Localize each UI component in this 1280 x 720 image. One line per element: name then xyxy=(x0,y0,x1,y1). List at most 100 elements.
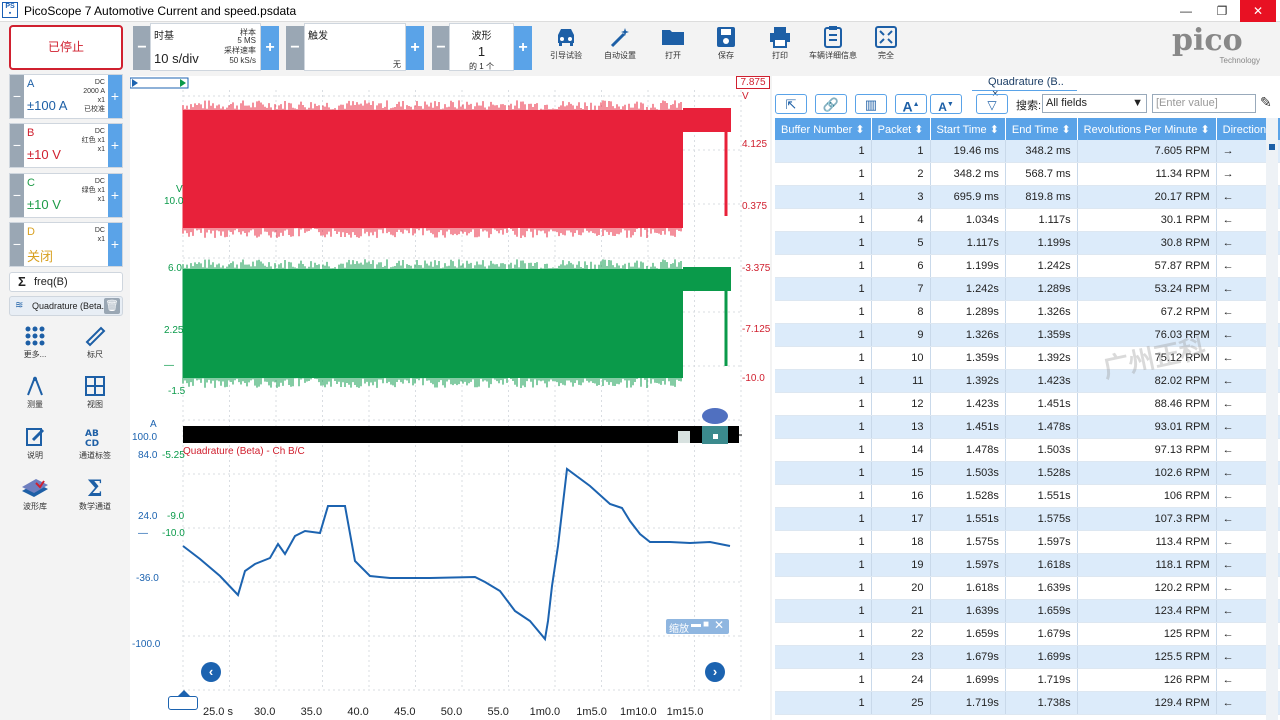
timebase-decrease-button[interactable]: − xyxy=(133,26,151,70)
table-cell: 25 xyxy=(871,691,931,715)
channel-c-card[interactable]: − C ±10 V DC 绿色 x1 x1 + xyxy=(9,173,123,218)
math-channels-button[interactable]: Σ 数学通道 xyxy=(66,476,124,512)
channel-labels-button[interactable]: AB CD 通道标签 xyxy=(66,426,124,461)
tab-quadrature[interactable]: Quadrature (B.. × xyxy=(972,76,1077,100)
table-row[interactable]: 1 6 1.199s 1.242s 57.87 RPM ← xyxy=(775,254,1280,278)
pen-icon[interactable]: ✎ xyxy=(1260,94,1272,110)
save-button[interactable]: 保存 xyxy=(696,26,756,61)
table-row[interactable]: 1 17 1.551s 1.575s 107.3 RPM ← xyxy=(775,507,1280,531)
table-row[interactable]: 1 8 1.289s 1.326s 67.2 RPM ← xyxy=(775,300,1280,324)
table-row[interactable]: 1 11 1.392s 1.423s 82.02 RPM ← xyxy=(775,369,1280,393)
ruler-button[interactable]: 标尺 xyxy=(66,325,124,360)
print-button[interactable]: 打印 xyxy=(750,26,810,61)
table-row[interactable]: 1 21 1.639s 1.659s 123.4 RPM ← xyxy=(775,599,1280,623)
table-row[interactable]: 1 24 1.699s 1.719s 126 RPM ← xyxy=(775,668,1280,692)
columns-icon[interactable]: ▥ xyxy=(855,94,887,114)
scrollbar-thumb[interactable] xyxy=(1269,144,1275,150)
table-row[interactable]: 1 3 695.9 ms 819.8 ms 20.17 RPM ← xyxy=(775,185,1280,209)
timeline-handle[interactable] xyxy=(168,696,198,710)
table-row[interactable]: 1 12 1.423s 1.451s 88.46 RPM ← xyxy=(775,392,1280,416)
table-cell: 14 xyxy=(871,438,931,462)
channel-b-increase[interactable]: + xyxy=(108,124,122,167)
table-row[interactable]: 1 20 1.618s 1.639s 120.2 RPM ← xyxy=(775,576,1280,600)
channel-c-increase[interactable]: + xyxy=(108,174,122,217)
measure-button[interactable]: 测量 xyxy=(6,375,64,410)
zoom-overlay[interactable]: 缩放 ▬ ■ ✕ xyxy=(666,618,729,635)
column-header[interactable]: Start Time ⬍ xyxy=(930,118,1006,140)
table-row[interactable]: 1 15 1.503s 1.528s 102.6 RPM ← xyxy=(775,461,1280,485)
table-row[interactable]: 1 16 1.528s 1.551s 106 RPM ← xyxy=(775,484,1280,508)
vehicle-details-button[interactable]: 车辆详细信息 xyxy=(803,26,863,61)
font-increase-icon[interactable]: A▲ xyxy=(895,94,927,115)
table-row[interactable]: 1 4 1.034s 1.117s 30.1 RPM ← xyxy=(775,208,1280,232)
table-row[interactable]: 1 14 1.478s 1.503s 97.13 RPM ← xyxy=(775,438,1280,462)
table-row[interactable]: 1 23 1.679s 1.699s 125.5 RPM ← xyxy=(775,645,1280,669)
waveform-library-button[interactable]: 波形库 xyxy=(6,477,64,512)
view-button[interactable]: 视图 xyxy=(66,375,124,410)
more-button[interactable]: 更多... xyxy=(6,325,64,360)
font-decrease-icon[interactable]: A▼ xyxy=(930,94,962,114)
zoom-restore-icon[interactable]: ■ xyxy=(703,619,710,630)
search-input[interactable]: [Enter value] xyxy=(1152,94,1256,113)
scope-view[interactable]: 7.875 V 4.125 0.375 -3.375 -7.125 -10.0 … xyxy=(130,76,770,720)
open-button[interactable]: 打开 xyxy=(643,26,703,61)
close-window-button[interactable]: ✕ xyxy=(1240,0,1276,22)
auto-setup-button[interactable]: 自动设置 xyxy=(590,26,650,61)
channel-b-card[interactable]: − B ±10 V DC 红色 x1 x1 + xyxy=(9,123,123,168)
minimize-button[interactable]: — xyxy=(1180,4,1192,18)
column-header[interactable]: Buffer Number ⬍ xyxy=(775,118,872,140)
table-row[interactable]: 1 1 19.46 ms 348.2 ms 7.605 RPM → xyxy=(775,140,1280,163)
top-range-marker[interactable]: 7.875 xyxy=(736,76,770,89)
zoom-close-icon[interactable]: ✕ xyxy=(714,618,725,632)
notes-button[interactable]: 说明 xyxy=(6,426,64,461)
channel-d-card[interactable]: − D 关闭 DC x1 + xyxy=(9,222,123,267)
table-row[interactable]: 1 25 1.719s 1.738s 129.4 RPM ← xyxy=(775,691,1280,715)
channel-d-increase[interactable]: + xyxy=(108,223,122,266)
table-row[interactable]: 1 22 1.659s 1.679s 125 RPM ← xyxy=(775,622,1280,646)
link-icon[interactable]: 🔗 xyxy=(815,94,847,114)
zoom-minimize-icon[interactable]: ▬ xyxy=(691,619,701,630)
trigger-increase-button[interactable]: + xyxy=(406,26,424,70)
waveform-box[interactable]: 波形 1 的 1 个 xyxy=(449,23,514,71)
filter-icon[interactable]: ▽ xyxy=(976,94,1008,114)
decoder-item[interactable]: ≋ Quadrature (Beta... 🗑 xyxy=(9,296,123,316)
table-row[interactable]: 1 10 1.359s 1.392s 75.12 RPM ← xyxy=(775,346,1280,370)
channel-a-decrease[interactable]: − xyxy=(10,75,24,118)
channel-d-decrease[interactable]: − xyxy=(10,223,24,266)
table-scrollbar[interactable] xyxy=(1266,118,1278,720)
trigger-decrease-button[interactable]: − xyxy=(286,26,304,70)
channel-b-decrease[interactable]: − xyxy=(10,124,24,167)
scroll-right-button[interactable]: › xyxy=(705,662,725,682)
waveform-decrease-button[interactable]: − xyxy=(432,26,450,70)
timebase-box[interactable]: 时基 10 s/div 样本 5 MS 采样速率 50 kS/s xyxy=(150,23,261,71)
channel-a-increase[interactable]: + xyxy=(108,75,122,118)
table-row[interactable]: 1 18 1.575s 1.597s 113.4 RPM ← xyxy=(775,530,1280,554)
maximize-button[interactable]: ❐ xyxy=(1216,4,1228,18)
timebase-increase-button[interactable]: + xyxy=(261,26,279,70)
channel-a-card[interactable]: − A ±100 A DC 2000 A x1 已校准 + xyxy=(9,74,123,119)
table-row[interactable]: 1 9 1.326s 1.359s 76.03 RPM ← xyxy=(775,323,1280,347)
waveform-increase-button[interactable]: + xyxy=(514,26,532,70)
ruler-markers[interactable] xyxy=(130,77,189,89)
guided-test-button[interactable]: 引导试验 xyxy=(536,26,596,61)
fullscreen-button[interactable]: 完全 xyxy=(856,26,916,61)
table-row[interactable]: 1 2 348.2 ms 568.7 ms 11.34 RPM → xyxy=(775,162,1280,186)
table-row[interactable]: 1 7 1.242s 1.289s 53.24 RPM ← xyxy=(775,277,1280,301)
column-header[interactable]: Direction ⬍ xyxy=(1216,118,1280,140)
search-field-select[interactable]: All fields ▼ xyxy=(1042,94,1147,113)
math-channel-item[interactable]: Σ freq(B) xyxy=(9,272,123,292)
table-row[interactable]: 1 19 1.597s 1.618s 118.1 RPM ← xyxy=(775,553,1280,577)
column-header[interactable]: Packet ⬍ xyxy=(871,118,931,140)
column-header[interactable]: End Time ⬍ xyxy=(1005,118,1078,140)
trash-icon[interactable]: 🗑 xyxy=(104,298,120,314)
scope-plot[interactable] xyxy=(130,76,770,720)
table-row[interactable]: 1 13 1.451s 1.478s 93.01 RPM ← xyxy=(775,415,1280,439)
channel-c-decrease[interactable]: − xyxy=(10,174,24,217)
column-header[interactable]: Revolutions Per Minute ⬍ xyxy=(1077,118,1217,140)
export-icon[interactable]: ⇱ xyxy=(775,94,807,114)
stop-button[interactable]: 已停止 xyxy=(9,25,123,70)
table-cell: ← xyxy=(1216,231,1280,255)
scroll-left-button[interactable]: ‹ xyxy=(201,662,221,682)
table-row[interactable]: 1 5 1.117s 1.199s 30.8 RPM ← xyxy=(775,231,1280,255)
trigger-box[interactable]: 触发 无 xyxy=(304,23,406,71)
